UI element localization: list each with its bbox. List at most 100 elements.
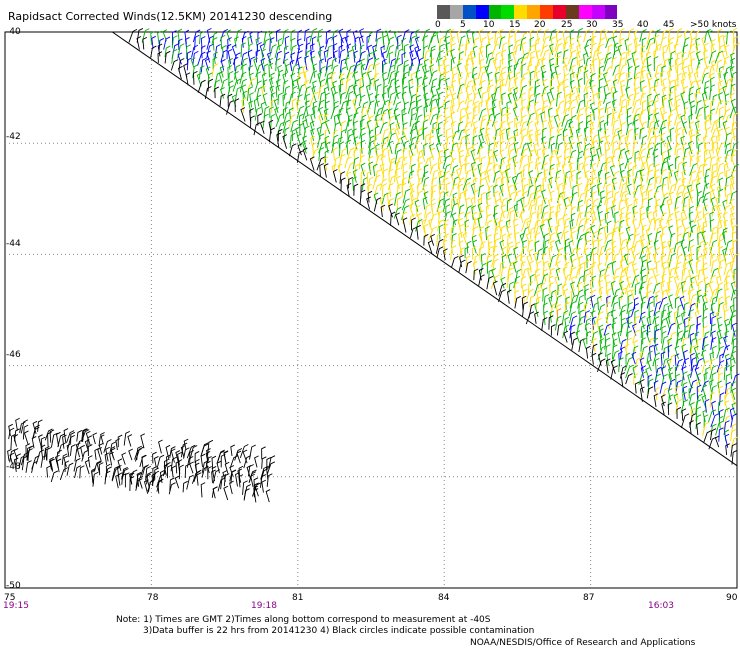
wind-barb — [640, 324, 646, 338]
wind-barb — [618, 113, 624, 128]
wind-barb — [703, 290, 709, 302]
wind-barb — [703, 135, 708, 149]
wind-barb — [590, 42, 597, 58]
wind-barb — [611, 309, 616, 323]
wind-barb — [655, 198, 661, 211]
wind-barb — [394, 127, 400, 142]
wind-barb — [589, 127, 595, 143]
wind-barb — [605, 248, 611, 260]
wind-barb — [444, 148, 449, 162]
wind-barb — [701, 72, 709, 84]
wind-barb — [105, 446, 110, 462]
wind-barb — [212, 37, 218, 51]
wind-barb — [424, 211, 432, 224]
wind-barb — [230, 469, 237, 484]
wind-barb — [401, 37, 407, 51]
wind-barb — [226, 43, 232, 60]
wind-barb — [716, 204, 722, 219]
colorbar-label: 25 — [561, 20, 573, 30]
wind-barb — [673, 170, 679, 183]
wind-barb — [652, 252, 658, 265]
wind-barb — [217, 477, 226, 492]
wind-barb — [465, 197, 471, 211]
wind-barb — [423, 35, 429, 50]
wind-barb — [662, 44, 668, 59]
wind-barb — [368, 140, 375, 155]
wind-barb — [555, 133, 562, 150]
wind-barb — [409, 44, 414, 58]
wind-barb — [438, 150, 443, 163]
wind-barb — [626, 289, 632, 301]
wind-barb — [49, 429, 55, 443]
wind-barb — [249, 72, 254, 87]
wind-barb — [637, 113, 643, 127]
wind-barb — [456, 62, 462, 77]
wind-barb — [512, 261, 518, 273]
wind-barb — [347, 128, 353, 142]
wind-barb — [484, 65, 490, 78]
wind-barb — [56, 449, 62, 463]
wind-barb — [632, 323, 637, 336]
wind-barb — [653, 295, 659, 307]
wind-barb — [276, 132, 282, 148]
wind-barb — [394, 71, 400, 85]
wind-barb — [569, 37, 575, 50]
wind-barb — [366, 100, 375, 115]
map-title: Rapidsact Corrected Winds(12.5KM) 201412… — [8, 10, 333, 23]
wind-barb — [554, 38, 563, 51]
wind-barb — [534, 195, 542, 211]
wind-barb — [697, 231, 702, 246]
wind-barb — [520, 211, 525, 223]
wind-barb — [470, 182, 476, 196]
wind-barb — [507, 65, 513, 80]
wind-barb — [687, 43, 696, 58]
wind-barb — [577, 199, 583, 212]
wind-barb — [98, 434, 105, 447]
wind-barb — [242, 90, 248, 106]
wind-barb — [716, 253, 722, 266]
colorbar-swatch — [527, 5, 541, 19]
wind-barb — [297, 83, 306, 99]
colorbar-labels: 0 5 10 15 20 25 30 35 40 45 >50 knots — [430, 20, 740, 32]
wind-barb — [723, 335, 729, 351]
wind-barb — [704, 398, 710, 413]
wind-barb — [592, 140, 598, 155]
wind-barb — [494, 225, 500, 239]
wind-barb — [288, 91, 296, 105]
wind-barb — [626, 115, 632, 128]
wind-barb — [186, 474, 194, 490]
wind-barb — [310, 56, 316, 71]
wind-barb — [723, 71, 729, 87]
wind-barb — [274, 44, 283, 59]
wind-barb — [499, 225, 507, 240]
wind-barb — [459, 223, 464, 239]
wind-barb — [492, 245, 498, 259]
wind-barb — [443, 248, 448, 261]
wind-barb — [347, 114, 353, 127]
wind-barb — [605, 196, 612, 212]
wind-barb — [177, 451, 182, 466]
wind-barb — [479, 118, 486, 134]
wind-barb — [696, 384, 702, 400]
wind-barb — [416, 168, 422, 183]
wind-barb — [667, 175, 672, 190]
colorbar-label: 15 — [509, 20, 521, 30]
wind-barb — [501, 92, 506, 105]
wind-barb — [680, 399, 689, 414]
wind-barb — [186, 57, 193, 71]
wind-barb — [359, 28, 365, 43]
wind-barb — [596, 37, 606, 52]
wind-barb — [450, 48, 455, 64]
wind-barb — [466, 99, 473, 111]
wind-barb — [599, 29, 606, 44]
wind-barb — [724, 330, 730, 343]
wind-barb — [337, 113, 342, 127]
wind-barb — [469, 49, 475, 65]
wind-barb — [522, 301, 529, 317]
wind-barb — [703, 198, 708, 212]
wind-barb — [607, 287, 613, 302]
wind-barb — [457, 177, 465, 189]
wind-barb — [695, 30, 701, 44]
wind-barb — [332, 147, 338, 161]
wind-barb — [561, 310, 569, 326]
